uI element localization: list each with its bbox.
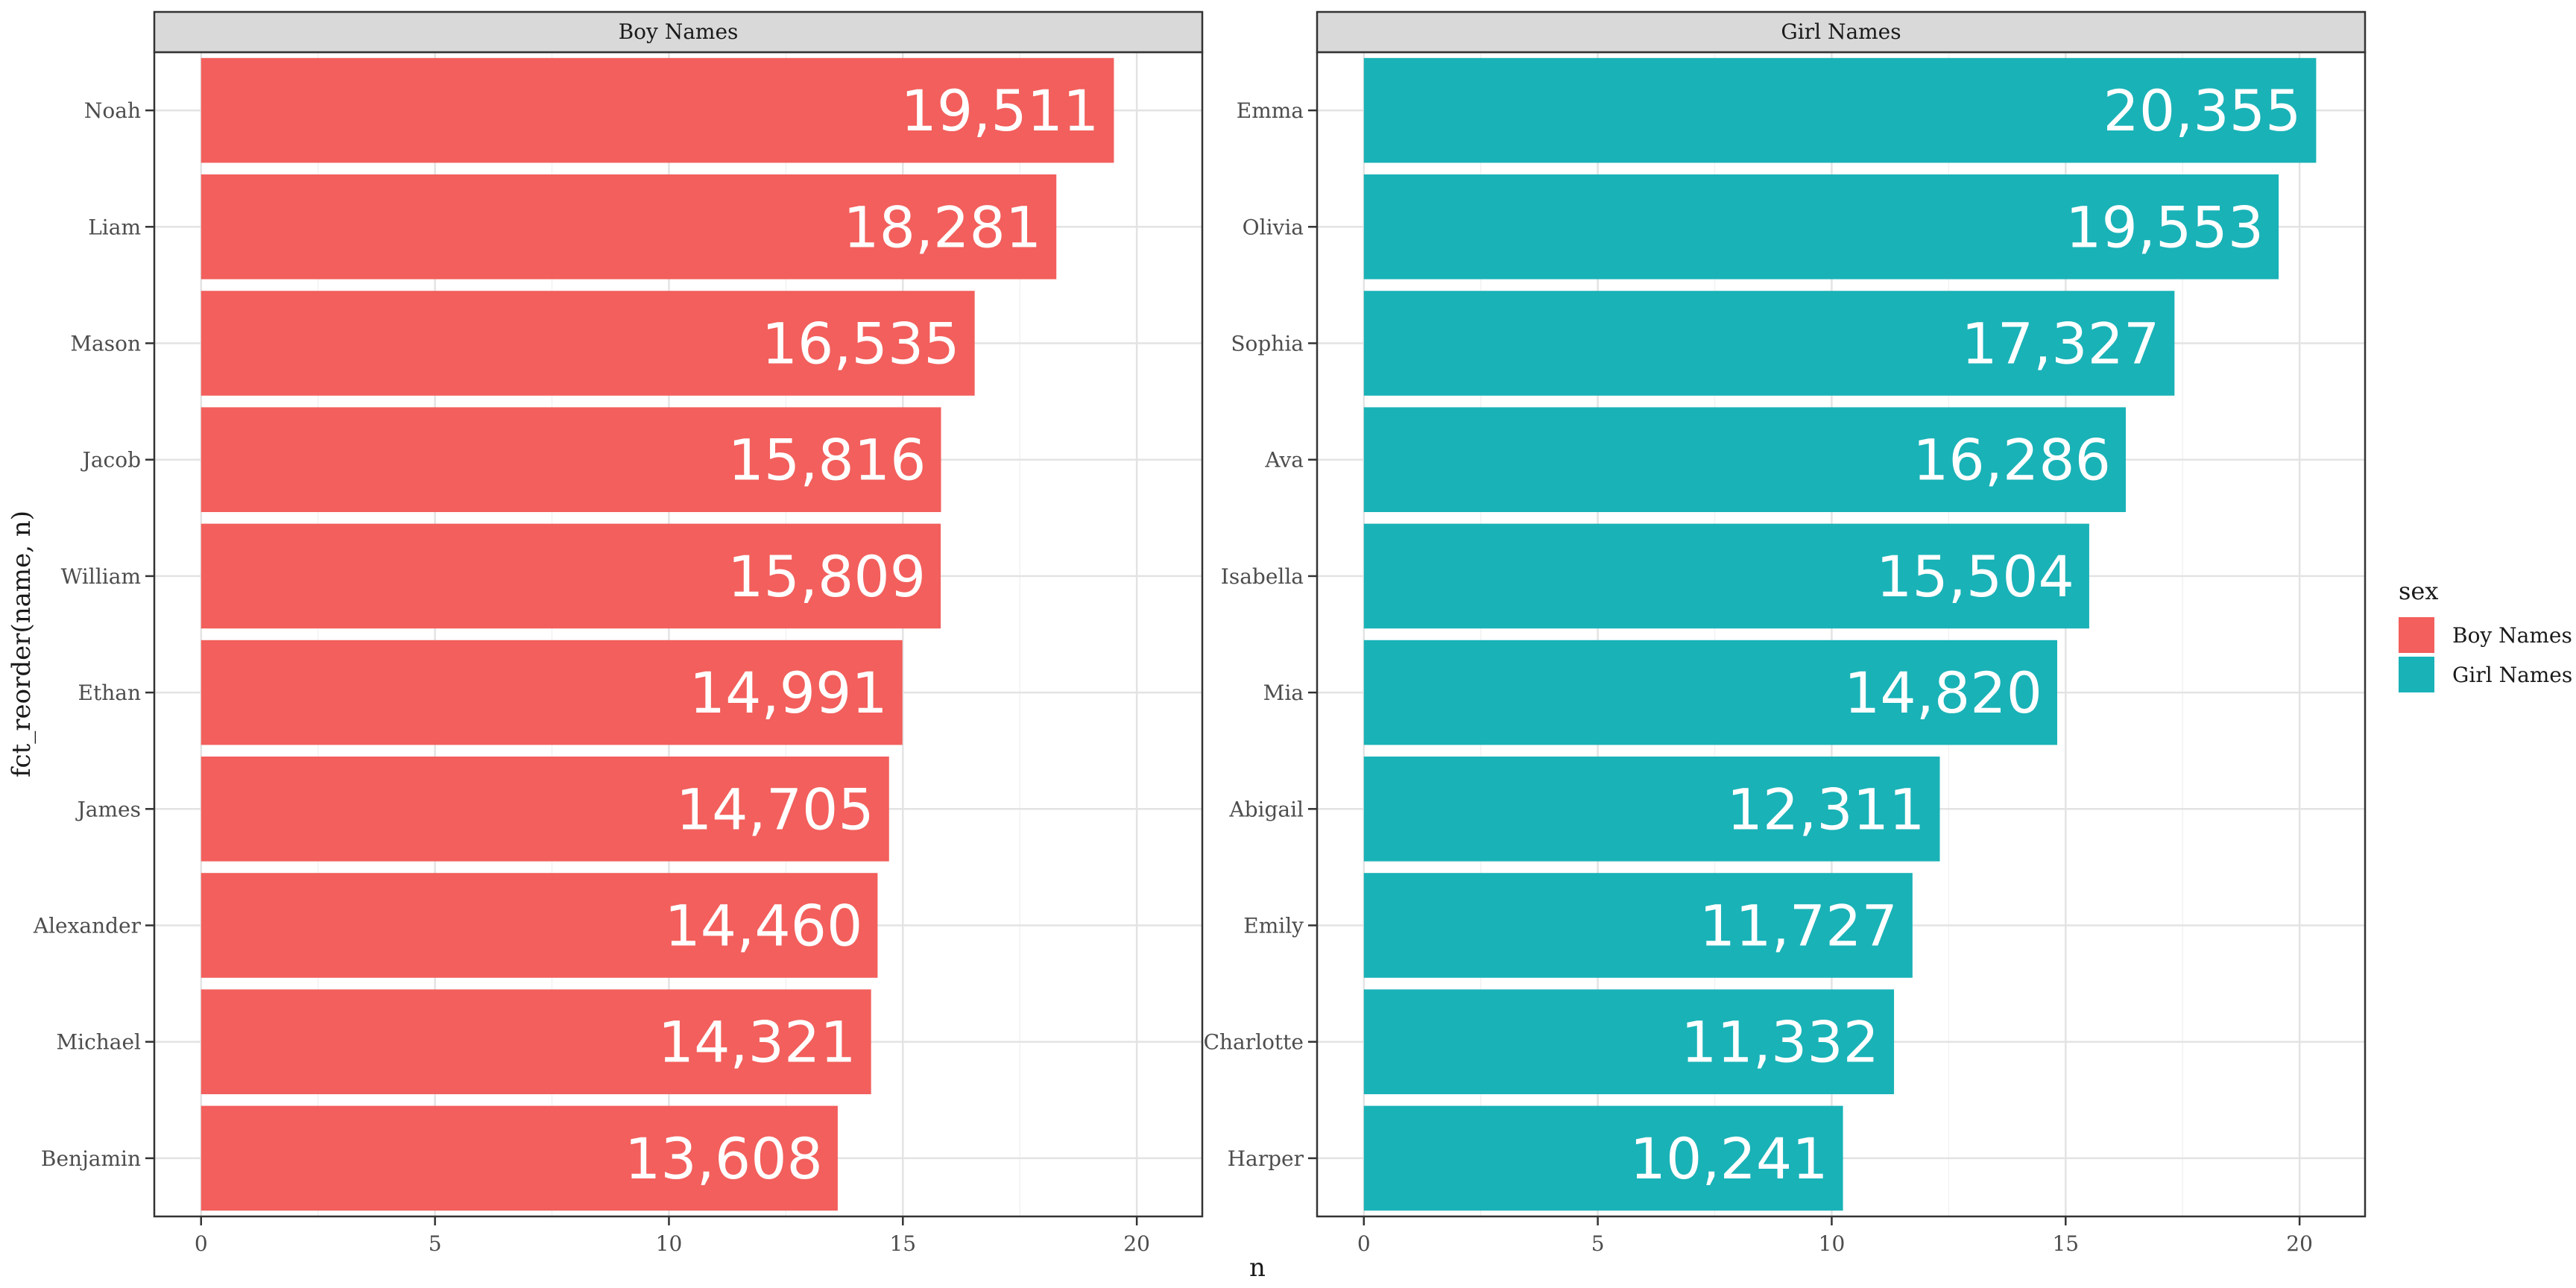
bar — [1363, 291, 2175, 396]
bar — [201, 1105, 838, 1211]
bar — [201, 757, 889, 862]
y-tick-label: Abigail — [1228, 797, 1304, 821]
legend-title: sex — [2399, 577, 2438, 605]
legend-key — [2399, 657, 2434, 692]
y-tick-label: Liam — [88, 215, 141, 239]
bar — [201, 523, 941, 629]
panel-girl-names: 20,355 Emma 19,553 Olivia 17,327 Sophia 16,286… — [1204, 10, 2367, 1256]
y-tick-label: Charlotte — [1204, 1030, 1304, 1055]
panel-boy-names: 19,511 Noah 18,281 Liam 16,535 Mason 15,816 Jac… — [33, 10, 1204, 1256]
legend: sex Boy Names Girl Names — [2399, 577, 2572, 692]
bar — [201, 640, 903, 745]
facet-strip — [1316, 10, 2367, 54]
y-tick-label: Mason — [70, 332, 141, 356]
y-tick-label: Olivia — [1243, 215, 1304, 239]
legend-key — [2399, 617, 2434, 653]
bar — [201, 989, 871, 1094]
y-tick-label: Emma — [1237, 98, 1304, 123]
bar-value-label: 15,816 — [728, 427, 926, 493]
bar-value-label: 15,809 — [727, 543, 926, 610]
bar-value-label: 11,332 — [1681, 1009, 1879, 1076]
bar-value-label: 20,355 — [2103, 78, 2301, 144]
bar — [1363, 523, 2089, 629]
bar-value-label: 16,286 — [1913, 427, 2111, 493]
bar — [201, 873, 878, 978]
y-tick-label: Alexander — [33, 914, 142, 938]
bar — [201, 291, 975, 396]
bar-value-label: 14,460 — [664, 893, 862, 959]
x-tick-label: 15 — [2052, 1231, 2079, 1256]
bar — [1363, 407, 2127, 512]
y-tick-label: Harper — [1228, 1146, 1304, 1171]
bar — [201, 57, 1114, 163]
y-tick-label: Jacob — [80, 448, 141, 473]
x-tick-label: 0 — [195, 1231, 208, 1256]
facet-strip — [153, 10, 1204, 54]
x-tick-label: 0 — [1357, 1231, 1371, 1256]
bar-value-label: 14,321 — [658, 1009, 856, 1076]
bar-value-label: 11,727 — [1699, 893, 1898, 959]
x-tick-label: 20 — [2286, 1231, 2313, 1256]
panels: 19,511 Noah 18,281 Liam 16,535 Mason 15,816 Jac… — [33, 10, 2367, 1256]
y-tick-label: Mia — [1263, 681, 1304, 705]
bar-value-label: 10,241 — [1630, 1126, 1828, 1192]
bar-value-label: 19,553 — [2065, 194, 2264, 260]
x-tick-label: 5 — [429, 1231, 442, 1256]
bar-value-label: 13,608 — [625, 1126, 823, 1192]
y-tick-label: Ethan — [78, 681, 141, 705]
bar-value-label: 19,511 — [900, 78, 1099, 144]
x-tick-label: 15 — [889, 1231, 916, 1256]
x-tick-label: 5 — [1591, 1231, 1605, 1256]
bar-value-label: 14,820 — [1844, 660, 2042, 726]
bar — [1363, 174, 2279, 280]
bar — [201, 407, 941, 512]
bar-value-label: 12,311 — [1727, 776, 1925, 842]
y-tick-label: James — [75, 797, 141, 821]
legend-label: Girl Names — [2452, 663, 2572, 687]
y-axis-label: fct_reorder(name, n) — [7, 511, 37, 777]
y-tick-label: Ava — [1264, 448, 1304, 473]
y-tick-label: Noah — [84, 98, 141, 123]
y-tick-label: William — [61, 564, 141, 589]
y-tick-label: Emily — [1243, 914, 1304, 938]
bar — [1363, 57, 2317, 163]
legend-label: Boy Names — [2452, 623, 2572, 648]
bar — [1363, 873, 1913, 978]
bar-value-label: 18,281 — [843, 194, 1041, 260]
facet-strip-title: Boy Names — [619, 19, 739, 44]
bar — [1363, 640, 2057, 745]
x-axis-label: n — [1249, 1253, 1266, 1283]
facet-strip-title: Girl Names — [1781, 19, 1901, 44]
bar-value-label: 15,504 — [1876, 543, 2074, 610]
x-tick-label: 10 — [656, 1231, 683, 1256]
bar — [1363, 1105, 1843, 1211]
y-tick-label: Isabella — [1221, 564, 1304, 589]
bar — [1363, 989, 1895, 1094]
x-tick-label: 20 — [1123, 1231, 1150, 1256]
y-tick-label: Sophia — [1231, 332, 1304, 356]
bar — [1363, 757, 1940, 862]
bar-value-label: 14,705 — [676, 776, 874, 842]
bar-value-label: 14,991 — [689, 660, 888, 726]
bar-value-label: 17,327 — [1961, 311, 2159, 377]
bar — [201, 174, 1057, 280]
x-tick-label: 10 — [1819, 1231, 1846, 1256]
bar-value-label: 16,535 — [762, 311, 960, 377]
y-tick-label: Michael — [56, 1030, 141, 1055]
y-tick-label: Benjamin — [41, 1146, 141, 1171]
